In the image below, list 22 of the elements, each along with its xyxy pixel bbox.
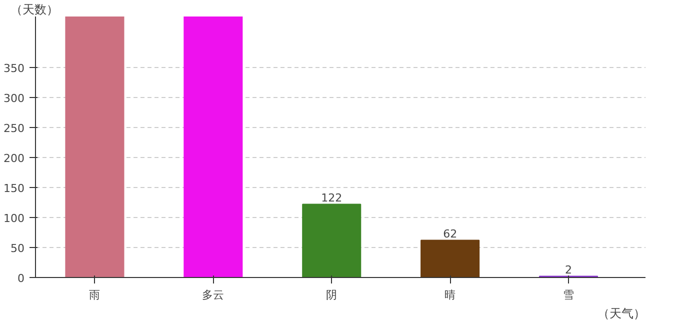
data-label: 62 [443,227,458,240]
x-axis-title: （天气） [598,306,646,320]
bar [420,240,480,278]
y-tick-label: 150 [4,182,25,195]
y-tick-label: 300 [4,92,25,105]
y-tick-label: 100 [4,212,25,225]
x-tick-label: 晴 [444,288,456,302]
x-tick-label: 雪 [563,288,574,302]
x-tick-label: 多云 [202,288,224,302]
bar [65,16,124,278]
y-tick-label: 0 [18,272,24,285]
y-tick-label: 200 [4,152,25,165]
y-tick-label: 250 [4,122,25,135]
bar [302,204,362,278]
x-tick-label: 阴 [326,288,338,302]
data-label: 122 [321,191,342,204]
y-tick-label: 50 [10,242,25,255]
bar [184,16,243,278]
y-tick-label: 350 [4,62,25,75]
y-axis-title: （天数） [10,2,58,16]
x-tick-label: 雨 [89,288,100,302]
data-label: 2 [565,263,572,276]
